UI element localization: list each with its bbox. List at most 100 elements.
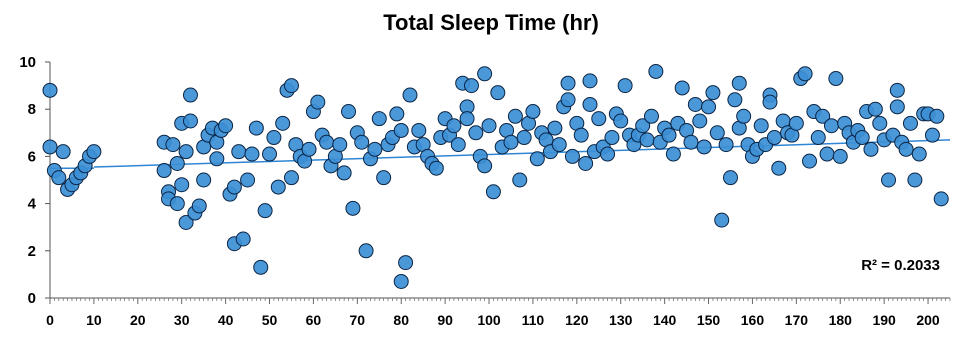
x-tick-label: 40 <box>218 312 234 328</box>
data-point <box>182 113 198 129</box>
data-point <box>512 172 528 188</box>
x-tick-label: 150 <box>697 312 721 328</box>
data-point <box>411 122 427 138</box>
data-point <box>722 170 738 186</box>
data-point <box>911 146 927 162</box>
data-point <box>810 130 826 146</box>
data-point <box>235 231 251 247</box>
data-point <box>604 130 620 146</box>
y-tick-label: 6 <box>28 148 36 165</box>
data-point <box>428 160 444 176</box>
x-tick-label: 200 <box>916 312 940 328</box>
data-point <box>477 66 493 82</box>
data-point <box>393 122 409 138</box>
data-point <box>815 108 831 124</box>
data-point <box>613 113 629 129</box>
x-tick-label: 140 <box>653 312 677 328</box>
data-point <box>889 99 905 115</box>
x-tick-label: 110 <box>522 312 545 328</box>
data-point <box>503 134 519 150</box>
data-point <box>648 63 664 79</box>
data-point <box>310 94 326 110</box>
x-tick-label: 70 <box>350 312 366 328</box>
data-point <box>560 92 576 108</box>
data-point <box>354 134 370 150</box>
data-point <box>319 134 335 150</box>
data-point <box>244 146 260 162</box>
data-point <box>341 104 357 120</box>
r-squared-annotation: R² = 0.2033 <box>861 257 940 274</box>
data-point <box>398 255 414 271</box>
data-point <box>696 139 712 155</box>
data-point <box>854 130 870 146</box>
data-point <box>358 243 374 259</box>
data-point <box>687 96 703 112</box>
chart-title: Total Sleep Time (hr) <box>383 10 599 35</box>
data-point <box>573 127 589 143</box>
data-point <box>262 146 278 162</box>
data-point <box>762 94 778 110</box>
data-point <box>371 111 387 127</box>
x-tick-label: 50 <box>262 312 278 328</box>
x-tick-label: 20 <box>130 312 146 328</box>
x-tick-label: 60 <box>306 312 322 328</box>
data-point <box>336 165 352 181</box>
data-point <box>468 125 484 141</box>
data-point <box>753 118 769 134</box>
data-point <box>240 172 256 188</box>
x-tick-label: 130 <box>609 312 633 328</box>
data-point <box>459 111 475 127</box>
data-point <box>788 115 804 131</box>
data-point <box>156 163 172 179</box>
data-point <box>42 139 58 155</box>
data-point <box>551 137 567 153</box>
data-point <box>617 78 633 94</box>
data-point <box>863 141 879 157</box>
data-point <box>828 71 844 87</box>
data-points <box>42 63 949 289</box>
data-point <box>600 146 616 162</box>
data-point <box>902 115 918 131</box>
x-tick-label: 190 <box>872 312 896 328</box>
data-point <box>701 99 717 115</box>
data-point <box>674 80 690 96</box>
data-point <box>639 132 655 148</box>
data-point <box>529 151 545 167</box>
data-point <box>178 214 194 230</box>
data-point <box>275 115 291 131</box>
data-point <box>731 75 747 91</box>
data-point <box>257 203 273 219</box>
data-point <box>446 118 462 134</box>
data-point <box>797 66 813 82</box>
data-point <box>665 146 681 162</box>
data-point <box>560 75 576 91</box>
data-point <box>582 96 598 112</box>
data-point <box>591 111 607 127</box>
x-tick-label: 180 <box>829 312 853 328</box>
data-point <box>727 92 743 108</box>
data-point <box>692 113 708 129</box>
data-point <box>635 118 651 134</box>
data-point <box>332 137 348 153</box>
data-point <box>714 212 730 228</box>
data-point <box>402 87 418 103</box>
data-point <box>481 118 497 134</box>
data-point <box>485 184 501 200</box>
x-tick-label: 10 <box>86 312 102 328</box>
data-point <box>253 259 269 275</box>
data-point <box>389 106 405 122</box>
data-point <box>683 134 699 150</box>
data-point <box>823 118 839 134</box>
data-point <box>178 144 194 160</box>
data-point <box>929 108 945 124</box>
data-point <box>283 170 299 186</box>
data-point <box>881 172 897 188</box>
x-tick-label: 170 <box>785 312 809 328</box>
data-point <box>516 130 532 146</box>
data-point <box>661 127 677 143</box>
trendline <box>93 139 951 168</box>
data-point <box>393 273 409 289</box>
data-point <box>51 170 67 186</box>
y-tick-label: 10 <box>19 54 36 71</box>
